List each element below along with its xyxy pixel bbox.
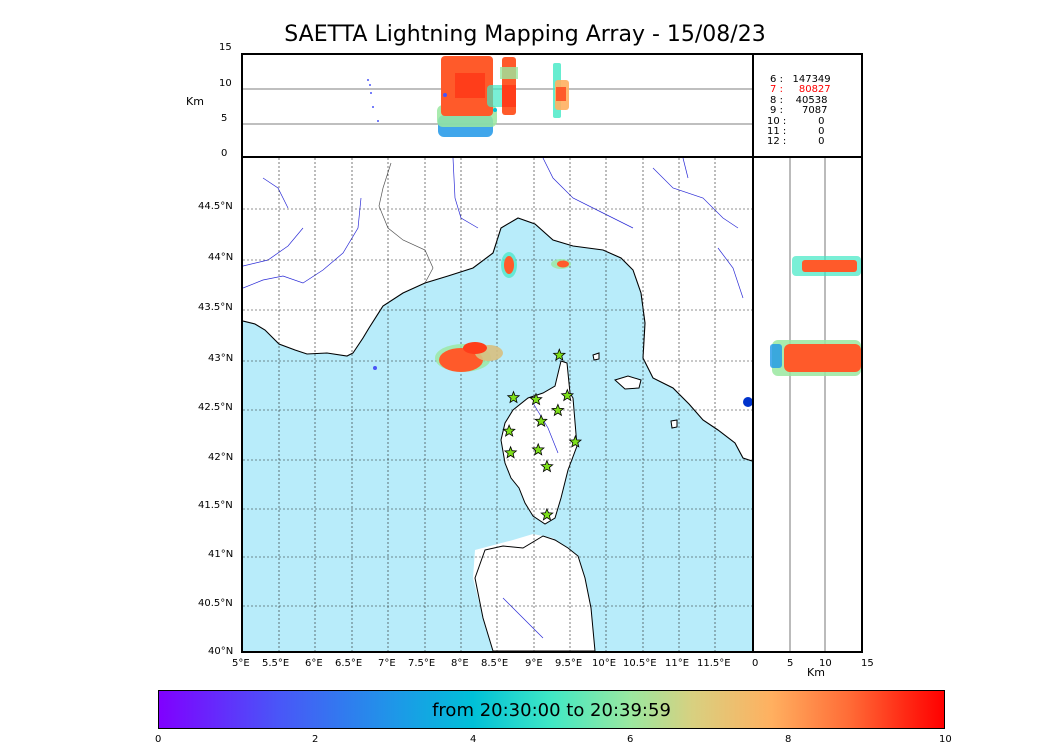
lon-tick-5-5: 5.5°E (262, 658, 290, 669)
km-axis-unit: Km (807, 666, 825, 679)
top-sparse-sources (367, 79, 379, 122)
station-marker (552, 348, 567, 361)
station-marker (503, 445, 518, 459)
station-row-highlight: 7 : 80827 (770, 84, 831, 96)
lat-tick-44-5: 44.5°N (198, 201, 233, 212)
lightning-cluster-northeast (551, 259, 571, 269)
lon-tick-6-5: 6.5°E (335, 658, 363, 669)
lon-tick-8: 8°E (451, 658, 469, 669)
top-lightning-cloud-center (500, 57, 518, 115)
map-plot (243, 158, 752, 651)
time-colorbar: from 20:30:00 to 20:39:59 (158, 690, 945, 729)
station-marker (506, 390, 521, 404)
lon-tick-6: 6°E (305, 658, 323, 669)
lat-tick-41-5: 41.5°N (198, 500, 233, 511)
blue-marker (743, 397, 752, 407)
km-tick-5: 5 (787, 658, 794, 669)
alt-tick-5: 5 (221, 113, 228, 124)
altitude-longitude-panel (241, 53, 754, 158)
alt-tick-10: 10 (219, 78, 232, 89)
lightning-cluster-west (373, 342, 503, 372)
lon-tick-7-5: 7.5°E (408, 658, 436, 669)
lma-stations (502, 348, 583, 521)
top-lightning-cloud-west (437, 56, 507, 137)
station-marker (540, 507, 554, 521)
mainland-coastline (243, 217, 752, 462)
colorbar-label: from 20:30:00 to 20:39:59 (432, 700, 671, 721)
km-tick-0: 0 (752, 658, 759, 669)
chart-title: SAETTA Lightning Mapping Array - 15/08/2… (284, 22, 766, 47)
lightning-cluster-north (501, 252, 517, 278)
altitude-latitude-panel (752, 156, 863, 653)
rivers (243, 158, 744, 639)
lat-tick-44: 44°N (208, 252, 234, 263)
colorbar-tick-4: 4 (470, 734, 477, 745)
station-row: 8 : 40538 (770, 94, 828, 106)
map-panel (241, 156, 754, 653)
elba-island (614, 375, 642, 390)
capraia-island (592, 352, 600, 361)
top-lightning-cloud-east (553, 63, 569, 118)
lat-tick-42: 42°N (208, 452, 234, 463)
colorbar-tick-2: 2 (312, 734, 319, 745)
lat-tick-43: 43°N (208, 353, 234, 364)
lon-tick-7: 7°E (378, 658, 396, 669)
alt-tick-15: 15 (219, 42, 232, 53)
station-row: 12 : 0 (767, 136, 825, 148)
graticule (243, 158, 752, 651)
colorbar-tick-0: 0 (155, 734, 162, 745)
sardinia-island (474, 535, 596, 651)
station-row: 6 : 147349 (770, 74, 831, 85)
lat-tick-42-5: 42.5°N (198, 402, 233, 413)
station-row: 9 : 7087 (770, 105, 828, 117)
altitude-latitude-plot (770, 158, 861, 651)
lat-tick-40: 40°N (208, 646, 234, 657)
colorbar-tick-6: 6 (627, 734, 634, 745)
lon-tick-9: 9°E (525, 658, 543, 669)
giglio-island (670, 419, 678, 429)
lat-tick-41: 41°N (208, 549, 234, 560)
station-row: 11 : 0 (767, 126, 825, 138)
colorbar-tick-8: 8 (785, 734, 792, 745)
km-tick-10: 10 (819, 658, 832, 669)
alt-axis-unit: Km (186, 95, 204, 108)
station-marker (551, 403, 565, 417)
lat-tick-40-5: 40.5°N (198, 598, 233, 609)
station-marker (502, 424, 516, 437)
colorbar-tick-10: 10 (939, 734, 952, 745)
lon-tick-9-5: 9.5°E (555, 658, 583, 669)
corsica-island (500, 360, 578, 525)
right-lightning-cloud-south (770, 340, 861, 376)
lat-tick-43-5: 43.5°N (198, 302, 233, 313)
alt-tick-0: 0 (221, 148, 228, 159)
lon-tick-11: 11°E (665, 658, 690, 669)
station-row: 10 : 0 (767, 115, 825, 127)
lon-tick-5: 5°E (232, 658, 250, 669)
station-marker (560, 388, 575, 402)
lon-tick-10-5: 10.5°E (623, 658, 657, 669)
station-count-table: 6 : 147349 7 : 80827 8 : 40538 9 : 7087 … (760, 74, 831, 148)
station-marker (568, 434, 583, 448)
station-marker (534, 414, 548, 427)
france-italy-border (378, 162, 434, 284)
station-marker (540, 459, 554, 473)
lon-tick-11-5: 11.5°E (697, 658, 731, 669)
altitude-longitude-plot (243, 56, 752, 137)
km-tick-15: 15 (861, 658, 874, 669)
station-marker (529, 392, 543, 406)
right-lightning-cloud-north (792, 256, 861, 276)
station-marker (531, 442, 545, 456)
lon-tick-8-5: 8.5°E (481, 658, 509, 669)
lon-tick-10: 10°E (592, 658, 617, 669)
